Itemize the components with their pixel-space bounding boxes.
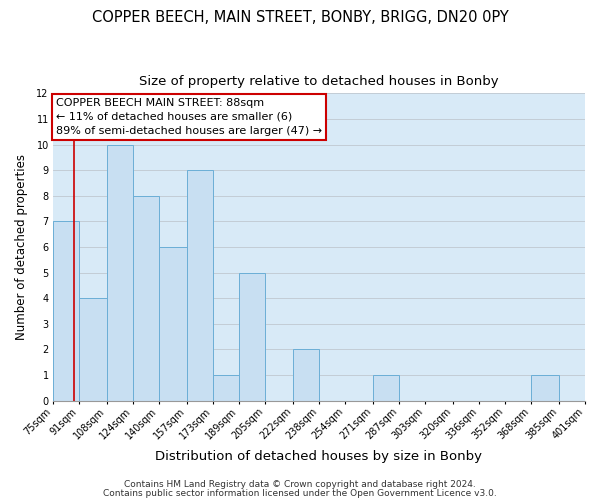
Text: COPPER BEECH, MAIN STREET, BONBY, BRIGG, DN20 0PY: COPPER BEECH, MAIN STREET, BONBY, BRIGG,… [92,10,508,25]
Bar [107,144,133,400]
Text: Contains public sector information licensed under the Open Government Licence v3: Contains public sector information licen… [103,490,497,498]
Bar [159,247,187,400]
Bar [373,375,399,400]
X-axis label: Distribution of detached houses by size in Bonby: Distribution of detached houses by size … [155,450,482,462]
Y-axis label: Number of detached properties: Number of detached properties [15,154,28,340]
Bar [79,298,107,400]
Text: COPPER BEECH MAIN STREET: 88sqm
← 11% of detached houses are smaller (6)
89% of : COPPER BEECH MAIN STREET: 88sqm ← 11% of… [56,98,322,136]
Bar [239,272,265,400]
Bar [187,170,213,400]
Bar [133,196,159,400]
Bar [53,222,79,400]
Bar [293,350,319,401]
Bar [531,375,559,400]
Title: Size of property relative to detached houses in Bonby: Size of property relative to detached ho… [139,75,499,88]
Text: Contains HM Land Registry data © Crown copyright and database right 2024.: Contains HM Land Registry data © Crown c… [124,480,476,489]
Bar [213,375,239,400]
